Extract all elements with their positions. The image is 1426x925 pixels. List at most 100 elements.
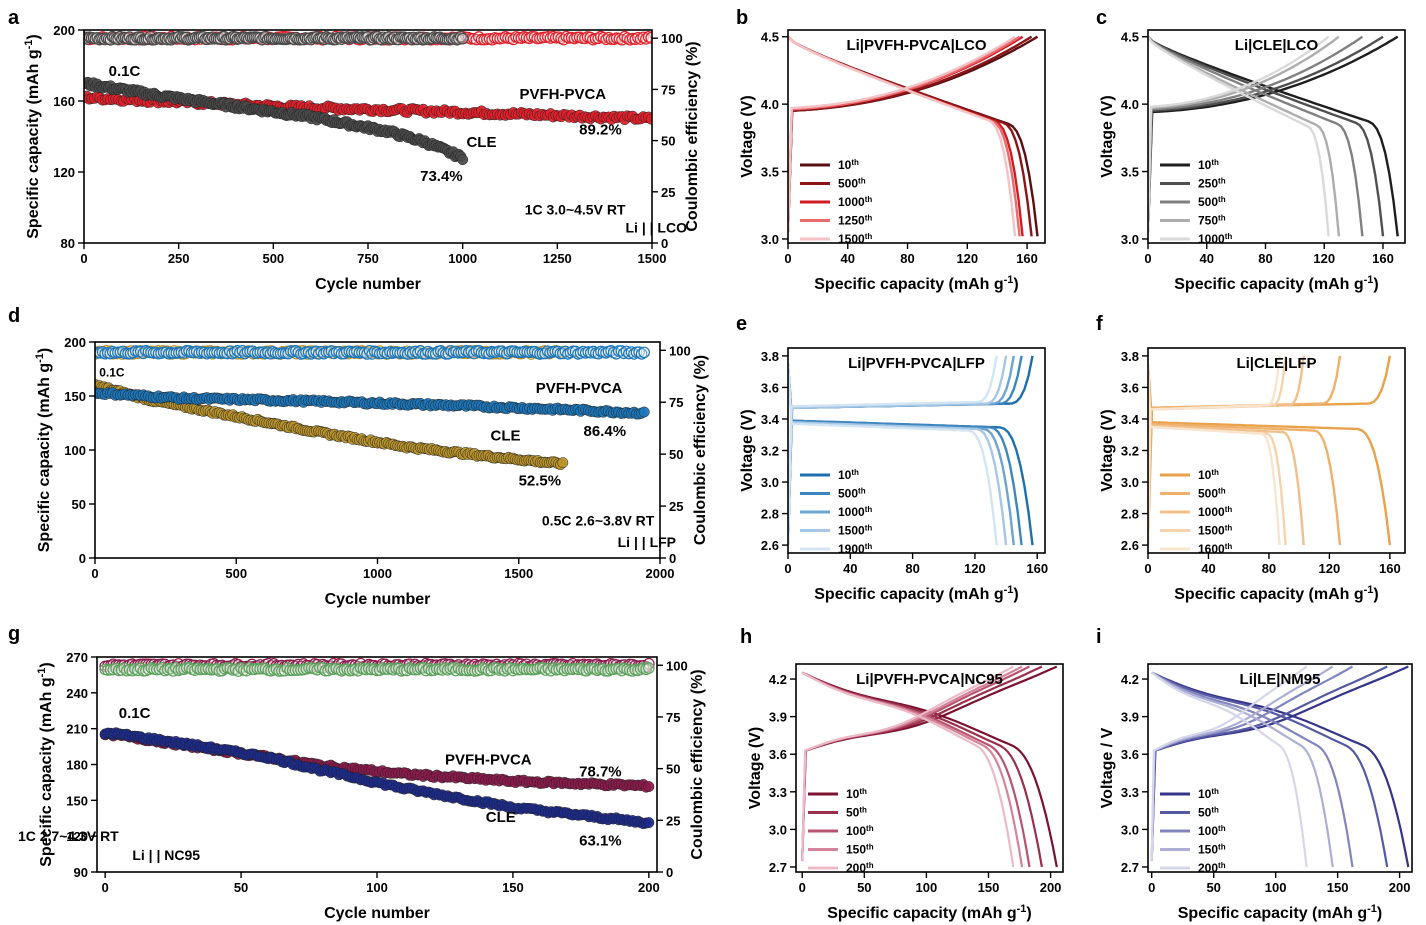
x-tick-label: 500 — [225, 566, 247, 581]
y-tick-label: 3.3 — [769, 785, 787, 800]
y-tick-label: 3.8 — [761, 349, 779, 364]
legend-label: 1500th — [1198, 523, 1232, 538]
panel-letter: c — [1096, 7, 1107, 29]
plot-frame — [795, 663, 1064, 873]
charge-curve — [801, 665, 1058, 861]
legend-label: 1600th — [1198, 542, 1232, 557]
legend-label: 1000th — [838, 505, 872, 520]
panel-letter: f — [1096, 313, 1103, 335]
x-axis-label: Specific capacity (mAh g-1) — [814, 584, 1019, 603]
panel-letter: a — [8, 7, 20, 29]
legend-label: 1900th — [838, 542, 872, 557]
discharge-curve — [1148, 35, 1385, 237]
x-tick-label: 120 — [1319, 561, 1341, 576]
y-tick-label: 3.2 — [1121, 444, 1139, 459]
panel-d: d 0.1C PVFH-PVCA 86.4% CLE 52.5% 0.5C 2.6~3.8V… — [8, 305, 709, 608]
y-tick-label: 3.3 — [1121, 785, 1139, 800]
legend-label: 200th — [846, 861, 874, 876]
annotation: PVFH-PVCA — [536, 380, 623, 397]
y2-tick-label: 25 — [666, 813, 680, 828]
y-tick-label: 150 — [66, 793, 88, 808]
legend-label: 150th — [846, 842, 874, 857]
legend-label: 500th — [1198, 486, 1226, 501]
panel-e: e Li|PVFH-PVCA|LFP 10th 500th 1000th 1500th 19… — [736, 313, 1048, 603]
series-cle — [84, 30, 469, 166]
panel-title: Li|PVFH-PVCA|LFP — [848, 355, 985, 372]
legend-label: 500th — [838, 176, 866, 191]
discharge-curve — [801, 671, 1031, 868]
x-tick-label: 0 — [1144, 251, 1151, 266]
annotation: Li | | LFP — [618, 534, 676, 550]
x-tick-label: 150 — [1327, 880, 1349, 895]
annotation: Li | | LCO — [625, 219, 687, 235]
x-tick-label: 250 — [168, 251, 190, 266]
y-tick-label: 200 — [64, 335, 86, 350]
y-tick-label: 3.2 — [761, 444, 779, 459]
annotation: CLE — [486, 809, 516, 826]
series-cle — [99, 662, 655, 830]
x-axis-label: Cycle number — [315, 276, 421, 293]
y-tick-label: 4.2 — [769, 672, 787, 687]
legend-label: 10th — [838, 158, 859, 173]
legend-label: 250th — [1198, 176, 1226, 191]
discharge-curve — [1148, 35, 1364, 237]
x-tick-label: 750 — [357, 251, 379, 266]
panel-title: Li|CLE|LFP — [1236, 355, 1316, 372]
panel-letter: i — [1096, 626, 1102, 648]
charge-curve — [1148, 35, 1340, 233]
x-tick-label: 100 — [916, 880, 938, 895]
legend-label: 1500th — [838, 523, 872, 538]
x-tick-label: 80 — [1258, 251, 1272, 266]
x-tick-label: 1000 — [363, 566, 392, 581]
y-tick-label: 80 — [61, 236, 75, 251]
x-tick-label: 200 — [1040, 880, 1062, 895]
ce-point — [643, 662, 655, 674]
charge-curve — [1148, 355, 1281, 546]
legend-label: 10th — [838, 468, 859, 483]
annotation: PVFH-PVCA — [519, 86, 606, 103]
capacity-point — [643, 781, 655, 792]
y-tick-label: 3.9 — [769, 710, 787, 725]
discharge-curve — [788, 363, 1015, 546]
x-tick-label: 40 — [1200, 251, 1214, 266]
annotation: 86.4% — [584, 423, 627, 440]
x-tick-label: 150 — [502, 880, 524, 895]
x-tick-label: 100 — [1265, 880, 1287, 895]
x-axis-label: Specific capacity (mAh g-1) — [1178, 903, 1383, 922]
charge-curve — [1148, 355, 1305, 546]
discharge-curve — [788, 363, 1034, 546]
panel-i: i Li|LE|NM95 10th 50th 100th 150th 200th 0 50 100… — [1096, 626, 1413, 922]
y-tick-label: 2.8 — [1121, 507, 1139, 522]
y2-axis-label: Coulombic efficiency (%) — [692, 355, 709, 545]
panel-b: b Li|PVFH-PVCA|LCO 10th 500th 1000th 1250th 15… — [736, 7, 1046, 293]
plot-area — [1148, 35, 1399, 237]
y-tick-label: 100 — [64, 443, 86, 458]
y2-tick-label: 25 — [669, 499, 683, 514]
x-tick-label: 100 — [366, 880, 388, 895]
ce-point — [638, 346, 650, 359]
charge-curve — [788, 355, 998, 546]
y-tick-label: 50 — [72, 497, 86, 512]
x-tick-label: 120 — [1313, 251, 1335, 266]
y-tick-label: 0 — [79, 551, 86, 566]
x-tick-label: 0 — [799, 880, 806, 895]
plot-area — [95, 344, 650, 471]
y-tick-label: 3.0 — [1121, 232, 1139, 247]
annotation: 0.1C — [119, 705, 151, 722]
discharge-curve — [1148, 363, 1392, 546]
x-tick-label: 160 — [1379, 561, 1401, 576]
x-axis-label: Specific capacity (mAh g-1) — [1174, 584, 1379, 603]
x-tick-label: 1250 — [543, 251, 572, 266]
x-axis-label: Specific capacity (mAh g-1) — [1174, 274, 1379, 293]
y-axis-label: Specific capacity (mAh g-1) — [23, 34, 42, 239]
plot-area — [801, 665, 1058, 868]
charge-curve — [1148, 35, 1384, 233]
panel-letter: g — [8, 623, 20, 645]
x-tick-label: 40 — [1201, 561, 1215, 576]
discharge-curve — [788, 363, 998, 546]
legend-label: 50th — [846, 805, 867, 820]
y2-tick-label: 100 — [666, 658, 688, 673]
y-axis-label: Specific capacity (mAh g-1) — [34, 348, 53, 553]
y-tick-label: 210 — [66, 722, 88, 737]
